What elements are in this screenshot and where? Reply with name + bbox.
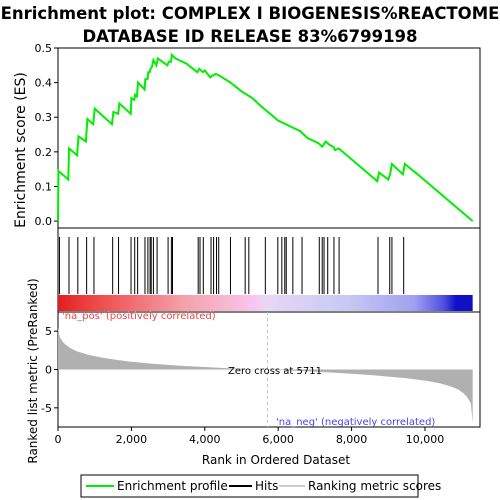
metric-y-tick-label: -5 <box>41 402 52 415</box>
x-tick-label: 6,000 <box>262 433 294 446</box>
legend-label-profile: Enrichment profile <box>117 479 228 493</box>
es-y-axis: 0.0 0.1 0.2 0.3 0.4 0.5 <box>35 42 58 228</box>
metric-y-tick-label: 0 <box>45 364 52 377</box>
legend-label-hits: Hits <box>255 479 278 493</box>
metric-y-axis: -5 0 5 <box>41 325 58 415</box>
es-y-axis-label: Enrichment score (ES) <box>13 72 29 228</box>
ranked-list-color-bar <box>58 295 473 311</box>
x-tick-label: 10,000 <box>406 433 445 446</box>
legend-item-ranking-metric: Ranking metric scores <box>279 479 441 493</box>
es-y-tick-label: 0.4 <box>35 77 53 90</box>
title-line-2: DATABASE ID RELEASE 83%6799198 <box>82 27 417 46</box>
hit-marks <box>58 237 405 294</box>
es-panel-frame <box>57 47 481 229</box>
metric-y-tick-label: 5 <box>45 325 52 338</box>
positive-correlation-label: 'na_pos' (positively correlated) <box>62 311 216 322</box>
zero-cross-label: Zero cross at 5711 <box>228 366 322 377</box>
negative-correlation-label: 'na_neg' (negatively correlated) <box>276 417 435 428</box>
x-tick-label: 0 <box>55 433 62 446</box>
es-y-tick-label: 0.0 <box>35 215 53 228</box>
metric-y-axis-label: Ranked list metric (PreRanked) <box>26 278 40 463</box>
es-y-tick-label: 0.5 <box>35 42 53 55</box>
enrichment-profile-line <box>57 52 474 222</box>
legend-label-metric: Ranking metric scores <box>308 479 441 493</box>
es-y-tick-label: 0.1 <box>35 180 53 193</box>
es-y-tick-label: 0.2 <box>35 146 53 159</box>
x-axis-label: Rank in Ordered Dataset <box>202 453 350 467</box>
x-tick-label: 8,000 <box>336 433 368 446</box>
ranking-metric-area <box>58 327 473 423</box>
legend-item-hits: Hits <box>229 479 278 493</box>
x-tick-label: 2,000 <box>116 433 148 446</box>
title-line-1: Enrichment plot: COMPLEX I BIOGENESIS%RE… <box>1 4 500 23</box>
es-y-tick-label: 0.3 <box>35 111 53 124</box>
legend-item-enrichment-profile: Enrichment profile <box>86 479 228 493</box>
metric-x-axis: 0 2,000 4,000 6,000 8,000 10,000 <box>55 427 445 446</box>
x-tick-label: 4,000 <box>189 433 221 446</box>
